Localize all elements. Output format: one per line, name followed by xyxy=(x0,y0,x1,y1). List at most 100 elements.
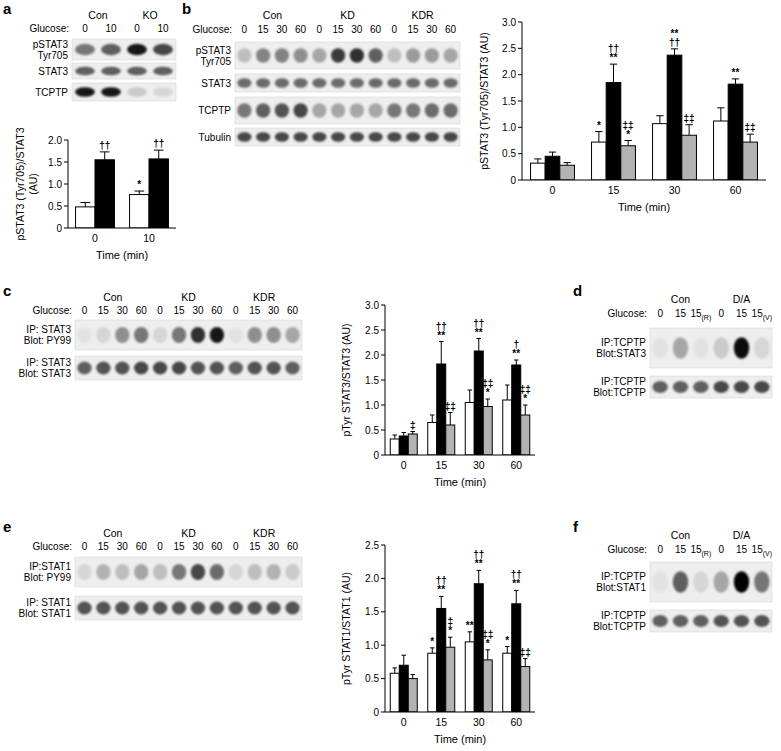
lane-label: 60 xyxy=(287,541,299,552)
y-tick-label: 0 xyxy=(510,175,516,186)
blot-band xyxy=(96,564,110,580)
error-bar xyxy=(514,590,519,603)
lane-label: 0 xyxy=(157,541,163,552)
bar xyxy=(512,604,521,712)
y-axis-label: (AU) xyxy=(27,173,39,195)
blot-band xyxy=(134,564,148,580)
blot-band xyxy=(673,337,688,359)
error-bar xyxy=(486,399,491,407)
blot-band xyxy=(369,78,383,88)
bar xyxy=(399,436,408,455)
lane-label: 15 xyxy=(173,305,185,316)
error-bar xyxy=(717,108,724,121)
x-tick-label: 60 xyxy=(510,716,522,728)
bar xyxy=(446,425,455,455)
blot-band xyxy=(425,103,439,118)
blot-band xyxy=(331,132,345,142)
error-bar xyxy=(439,596,444,608)
blot-band xyxy=(652,381,667,393)
lane-label: 15 xyxy=(675,544,687,555)
error-bar xyxy=(610,64,617,82)
blot-band xyxy=(673,615,688,627)
blot-band xyxy=(693,381,708,393)
lane-label: 0 xyxy=(233,305,239,316)
lane-label: 30 xyxy=(276,24,288,35)
error-bar xyxy=(746,134,753,142)
panel-letter: d xyxy=(573,282,582,299)
blot-band xyxy=(75,87,95,97)
y-tick xyxy=(518,153,522,154)
significance: ††**††**†**‡‡‡‡‡*‡‡* xyxy=(410,318,531,431)
y-tick xyxy=(64,184,68,185)
significance-mark: ** xyxy=(437,584,445,595)
bar xyxy=(728,84,743,180)
lane-label: 0 xyxy=(718,544,724,555)
blot-band xyxy=(387,132,401,142)
significance-mark: ‡‡ xyxy=(520,647,531,658)
blot-band xyxy=(350,132,364,142)
blot-membrane xyxy=(72,39,176,60)
row-label: pSTAT3 xyxy=(33,39,69,50)
blot-band xyxy=(275,132,289,142)
x-tick-label: 30 xyxy=(669,184,681,196)
error-bar xyxy=(402,433,407,437)
lane-label-main: 15 xyxy=(690,308,702,319)
blot-band xyxy=(387,78,401,88)
blot-band xyxy=(101,44,121,55)
lane-label: 15 xyxy=(736,308,748,319)
group-label: D/A xyxy=(733,293,751,305)
blot-band xyxy=(77,362,91,375)
row-label: IP:TCPTP xyxy=(601,571,646,582)
row-label: IP:STAT1 xyxy=(29,561,71,572)
bar xyxy=(667,55,682,180)
bar xyxy=(621,146,636,180)
blot-band xyxy=(210,327,224,343)
significance-mark: * xyxy=(505,635,509,646)
y-axis xyxy=(68,140,69,228)
panel-letter: a xyxy=(3,0,12,17)
panel-letter: b xyxy=(182,0,191,17)
significance-mark: ‡‡ xyxy=(445,401,456,412)
significance-mark: †† xyxy=(153,138,164,149)
bar-chart: 00.51.01.52.02.5****††**††**††**‡*‡‡*‡‡0… xyxy=(340,540,535,746)
lane-label: 0 xyxy=(317,24,323,35)
error-bar xyxy=(448,413,453,426)
row-label: Blot:STAT1 xyxy=(596,582,646,593)
bar xyxy=(714,121,729,180)
significance-mark: ** xyxy=(512,578,520,589)
row-label: Tyr705 xyxy=(37,50,68,61)
blot-band xyxy=(237,103,251,118)
error-bar xyxy=(134,191,144,195)
blot-band xyxy=(229,362,243,375)
error-bar xyxy=(477,570,482,583)
lane-label: 10 xyxy=(105,23,117,34)
panel-letter: f xyxy=(573,518,579,535)
blot-band xyxy=(285,602,299,615)
blot-band xyxy=(266,564,280,580)
blot-band xyxy=(652,337,667,359)
blot-membrane xyxy=(650,610,772,632)
error-bar xyxy=(656,116,663,124)
error-bar xyxy=(534,159,541,163)
blot-membrane xyxy=(235,97,460,124)
blot-band xyxy=(172,327,186,343)
y-tick-label: 0 xyxy=(373,450,379,461)
lane-label: 15 xyxy=(675,308,687,319)
blot-membrane xyxy=(235,42,460,69)
blot-band xyxy=(256,78,270,88)
blot-band xyxy=(406,103,420,118)
blot-band xyxy=(256,48,270,63)
y-tick xyxy=(381,330,385,331)
y-tick xyxy=(381,678,385,679)
blot-band xyxy=(134,602,148,615)
x-tick-label: 15 xyxy=(435,459,447,471)
blot-band xyxy=(153,87,173,97)
blot-band xyxy=(387,48,401,63)
error-bar xyxy=(468,632,473,642)
blot-band xyxy=(127,87,147,97)
glucose-label: Glucose: xyxy=(30,23,69,34)
significance-mark: * xyxy=(486,638,490,649)
significance-mark: ** xyxy=(610,52,618,63)
lane-label: 15 xyxy=(258,24,270,35)
blot-band xyxy=(153,602,167,615)
